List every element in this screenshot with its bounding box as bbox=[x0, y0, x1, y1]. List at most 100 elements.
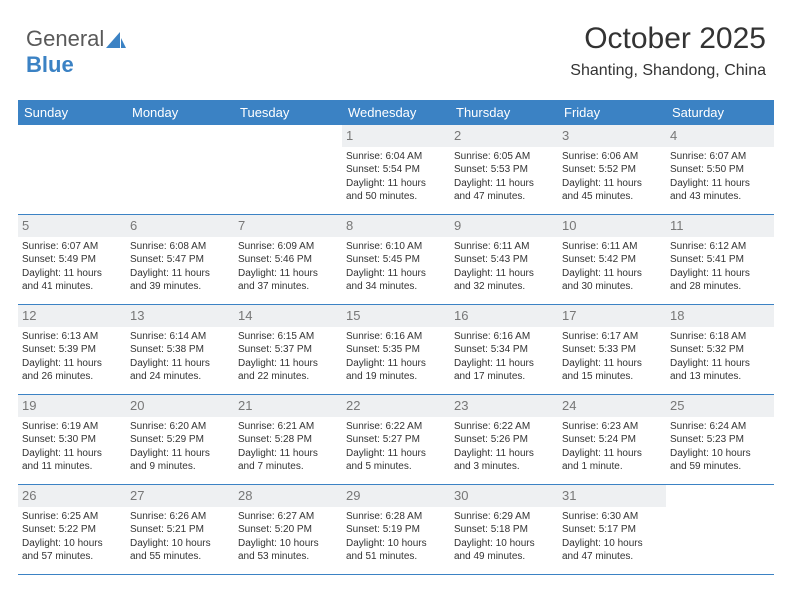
logo: General Blue bbox=[26, 26, 126, 78]
sunrise-text: Sunrise: 6:26 AM bbox=[130, 510, 230, 524]
sunset-text: Sunset: 5:41 PM bbox=[670, 253, 770, 267]
sunrise-text: Sunrise: 6:09 AM bbox=[238, 240, 338, 254]
day-number: 15 bbox=[342, 305, 450, 327]
sunset-text: Sunset: 5:28 PM bbox=[238, 433, 338, 447]
sunset-text: Sunset: 5:35 PM bbox=[346, 343, 446, 357]
daylight-text: Daylight: 11 hours bbox=[562, 447, 662, 461]
day-cell: 1Sunrise: 6:04 AMSunset: 5:54 PMDaylight… bbox=[342, 125, 450, 214]
daylight-text: Daylight: 11 hours bbox=[670, 357, 770, 371]
daylight-text: Daylight: 11 hours bbox=[346, 447, 446, 461]
day-cell: 24 Sunrise: 6:23 AMSunset: 5:24 PMDayligh… bbox=[558, 395, 666, 484]
sunset-text: Sunset: 5:24 PM bbox=[562, 433, 662, 447]
sunrise-text: Sunrise: 6:13 AM bbox=[22, 330, 122, 344]
sunrise-text: Sunrise: 6:16 AM bbox=[346, 330, 446, 344]
daylight-text: and 28 minutes. bbox=[670, 280, 770, 294]
week-row: ...1Sunrise: 6:04 AMSunset: 5:54 PMDayli… bbox=[18, 125, 774, 215]
sunrise-text: Sunrise: 6:04 AM bbox=[346, 150, 446, 164]
page-title: October 2025 bbox=[584, 22, 766, 56]
sunset-text: Sunset: 5:39 PM bbox=[22, 343, 122, 357]
day-number: 18 bbox=[666, 305, 774, 327]
daylight-text: and 30 minutes. bbox=[562, 280, 662, 294]
sunset-text: Sunset: 5:21 PM bbox=[130, 523, 230, 537]
daylight-text: and 7 minutes. bbox=[238, 460, 338, 474]
daylight-text: and 41 minutes. bbox=[22, 280, 122, 294]
daylight-text: and 32 minutes. bbox=[454, 280, 554, 294]
sunrise-text: Sunrise: 6:30 AM bbox=[562, 510, 662, 524]
day-cell: . bbox=[234, 125, 342, 214]
sunset-text: Sunset: 5:17 PM bbox=[562, 523, 662, 537]
day-number: 20 bbox=[126, 395, 234, 417]
weekday-header: Sunday bbox=[18, 100, 126, 125]
sunset-text: Sunset: 5:43 PM bbox=[454, 253, 554, 267]
sunset-text: Sunset: 5:52 PM bbox=[562, 163, 662, 177]
sunset-text: Sunset: 5:37 PM bbox=[238, 343, 338, 357]
weekday-header-row: SundayMondayTuesdayWednesdayThursdayFrid… bbox=[18, 100, 774, 125]
daylight-text: Daylight: 11 hours bbox=[346, 357, 446, 371]
daylight-text: and 39 minutes. bbox=[130, 280, 230, 294]
sunset-text: Sunset: 5:20 PM bbox=[238, 523, 338, 537]
sunrise-text: Sunrise: 6:07 AM bbox=[22, 240, 122, 254]
logo-text-1: General bbox=[26, 26, 104, 51]
daylight-text: Daylight: 11 hours bbox=[454, 267, 554, 281]
day-cell: 13Sunrise: 6:14 AMSunset: 5:38 PMDayligh… bbox=[126, 305, 234, 394]
daylight-text: Daylight: 10 hours bbox=[562, 537, 662, 551]
daylight-text: and 1 minute. bbox=[562, 460, 662, 474]
day-number: 19 bbox=[18, 395, 126, 417]
daylight-text: Daylight: 11 hours bbox=[22, 267, 122, 281]
day-cell: 30Sunrise: 6:29 AMSunset: 5:18 PMDayligh… bbox=[450, 485, 558, 574]
day-number: 23 bbox=[450, 395, 558, 417]
day-cell: 5Sunrise: 6:07 AMSunset: 5:49 PMDaylight… bbox=[18, 215, 126, 304]
sunrise-text: Sunrise: 6:25 AM bbox=[22, 510, 122, 524]
daylight-text: Daylight: 11 hours bbox=[130, 267, 230, 281]
sunset-text: Sunset: 5:38 PM bbox=[130, 343, 230, 357]
day-number: 28 bbox=[234, 485, 342, 507]
weekday-header: Wednesday bbox=[342, 100, 450, 125]
week-row: 19Sunrise: 6:19 AMSunset: 5:30 PMDayligh… bbox=[18, 395, 774, 485]
day-cell: 18Sunrise: 6:18 AMSunset: 5:32 PMDayligh… bbox=[666, 305, 774, 394]
sunrise-text: Sunrise: 6:05 AM bbox=[454, 150, 554, 164]
sunset-text: Sunset: 5:47 PM bbox=[130, 253, 230, 267]
daylight-text: and 55 minutes. bbox=[130, 550, 230, 564]
day-number: 4 bbox=[666, 125, 774, 147]
day-number: 11 bbox=[666, 215, 774, 237]
day-number: 27 bbox=[126, 485, 234, 507]
day-number: 24 bbox=[558, 395, 666, 417]
day-cell: 26Sunrise: 6:25 AMSunset: 5:22 PMDayligh… bbox=[18, 485, 126, 574]
day-cell: 25Sunrise: 6:24 AMSunset: 5:23 PMDayligh… bbox=[666, 395, 774, 484]
daylight-text: and 13 minutes. bbox=[670, 370, 770, 384]
sunset-text: Sunset: 5:53 PM bbox=[454, 163, 554, 177]
daylight-text: Daylight: 11 hours bbox=[562, 177, 662, 191]
sunrise-text: Sunrise: 6:19 AM bbox=[22, 420, 122, 434]
sunrise-text: Sunrise: 6:27 AM bbox=[238, 510, 338, 524]
day-number: 31 bbox=[558, 485, 666, 507]
weekday-header: Friday bbox=[558, 100, 666, 125]
sunset-text: Sunset: 5:49 PM bbox=[22, 253, 122, 267]
day-cell: 31 Sunrise: 6:30 AMSunset: 5:17 PMDayligh… bbox=[558, 485, 666, 574]
day-cell: 2Sunrise: 6:05 AMSunset: 5:53 PMDaylight… bbox=[450, 125, 558, 214]
day-number: 9 bbox=[450, 215, 558, 237]
daylight-text: Daylight: 10 hours bbox=[670, 447, 770, 461]
day-cell: 4Sunrise: 6:07 AMSunset: 5:50 PMDaylight… bbox=[666, 125, 774, 214]
sunrise-text: Sunrise: 6:07 AM bbox=[670, 150, 770, 164]
daylight-text: and 22 minutes. bbox=[238, 370, 338, 384]
sunset-text: Sunset: 5:54 PM bbox=[346, 163, 446, 177]
daylight-text: Daylight: 11 hours bbox=[454, 357, 554, 371]
sunset-text: Sunset: 5:46 PM bbox=[238, 253, 338, 267]
sunrise-text: Sunrise: 6:22 AM bbox=[454, 420, 554, 434]
daylight-text: and 47 minutes. bbox=[454, 190, 554, 204]
daylight-text: Daylight: 11 hours bbox=[238, 267, 338, 281]
daylight-text: Daylight: 10 hours bbox=[454, 537, 554, 551]
daylight-text: Daylight: 11 hours bbox=[238, 357, 338, 371]
daylight-text: Daylight: 11 hours bbox=[454, 177, 554, 191]
sunrise-text: Sunrise: 6:11 AM bbox=[562, 240, 662, 254]
day-number: 10 bbox=[558, 215, 666, 237]
day-number: 17 bbox=[558, 305, 666, 327]
day-number: 1 bbox=[342, 125, 450, 147]
day-number: 30 bbox=[450, 485, 558, 507]
sunset-text: Sunset: 5:45 PM bbox=[346, 253, 446, 267]
sunrise-text: Sunrise: 6:23 AM bbox=[562, 420, 662, 434]
daylight-text: Daylight: 11 hours bbox=[454, 447, 554, 461]
sunrise-text: Sunrise: 6:08 AM bbox=[130, 240, 230, 254]
day-cell: 27Sunrise: 6:26 AMSunset: 5:21 PMDayligh… bbox=[126, 485, 234, 574]
day-number: 16 bbox=[450, 305, 558, 327]
